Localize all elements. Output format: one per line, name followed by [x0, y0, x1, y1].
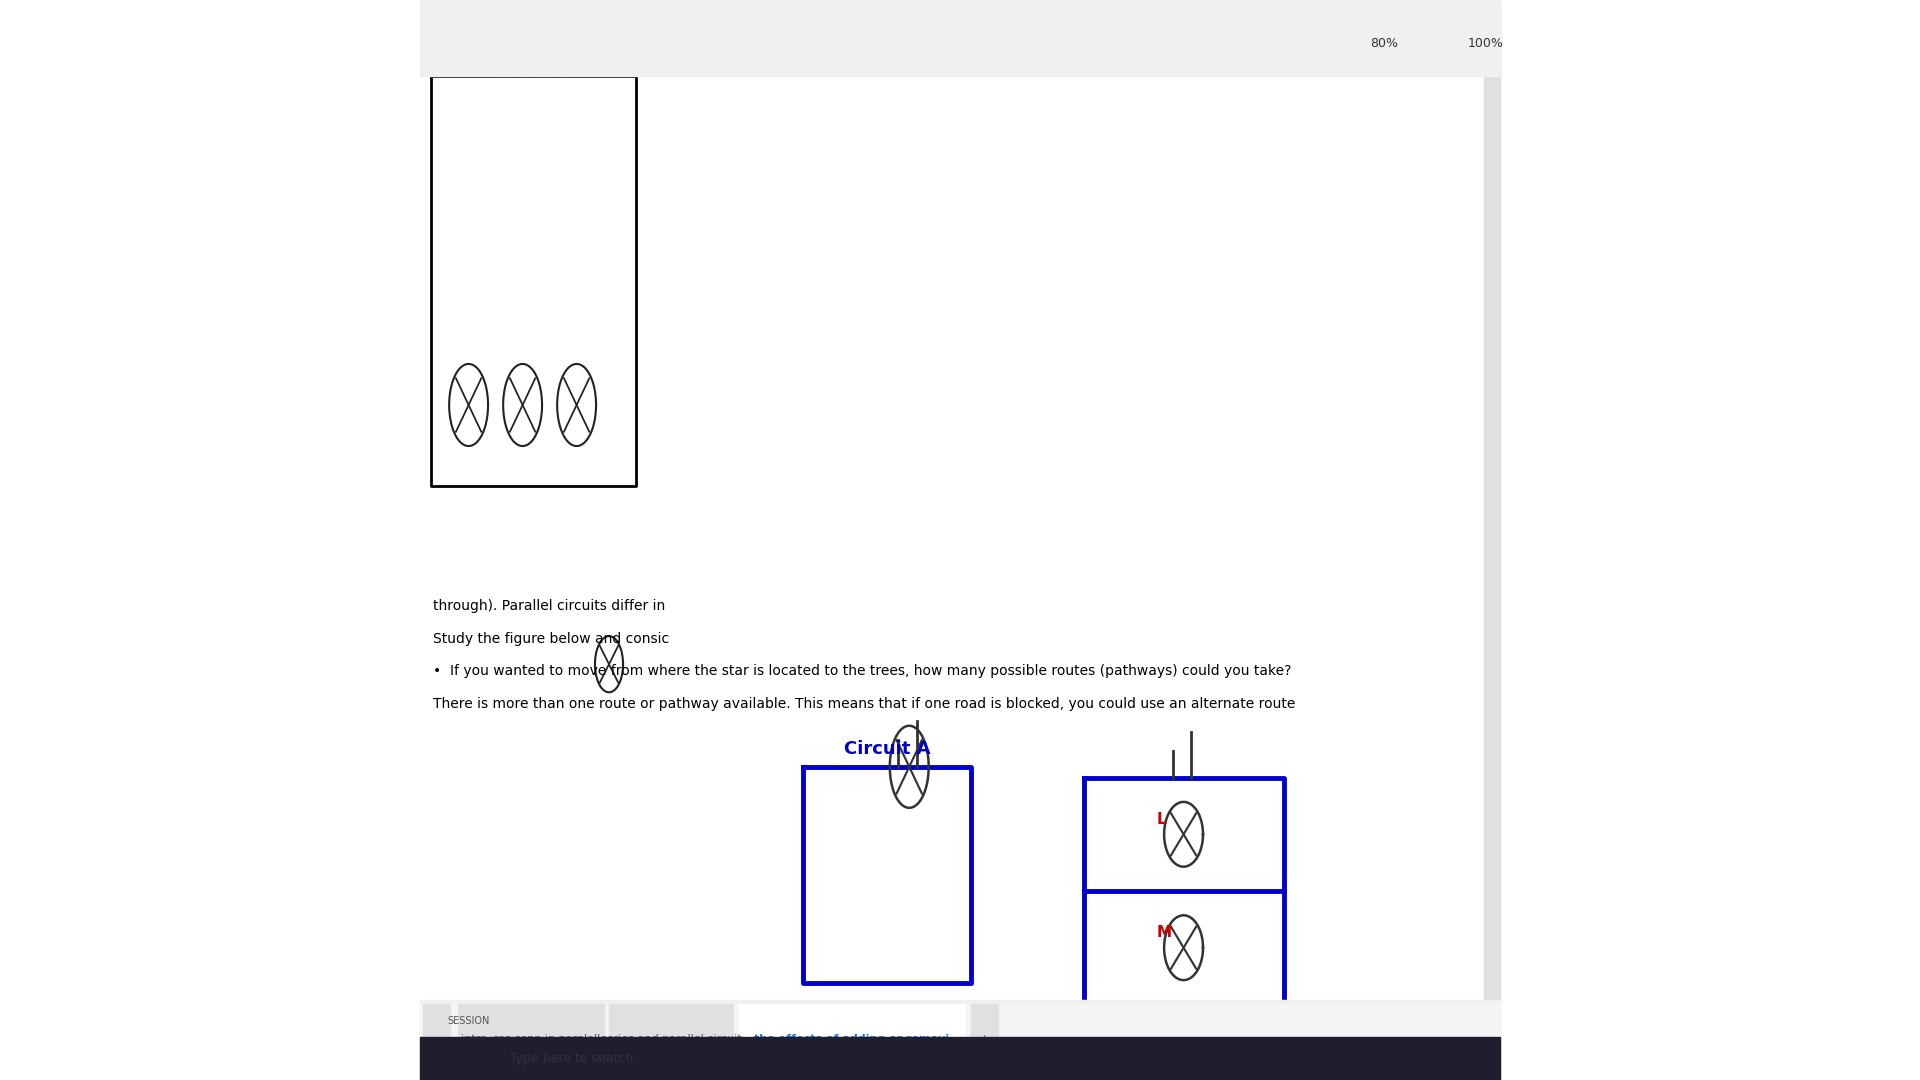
Bar: [420, 0, 1500, 76]
Text: Type here to search: Type here to search: [509, 1052, 634, 1065]
Text: ...: ...: [432, 1034, 442, 1044]
Text: 80%: 80%: [1371, 37, 1398, 50]
Bar: [420, 1004, 1500, 1037]
Bar: [1484, 0, 1500, 999]
Text: SESSION: SESSION: [447, 1015, 490, 1026]
Bar: [609, 1004, 733, 1075]
Text: •  If you wanted to move from where the star is located to the trees, how many p: • If you wanted to move from where the s…: [432, 664, 1292, 678]
Text: L: L: [1156, 811, 1165, 826]
Bar: [420, 1037, 1500, 1080]
Bar: [422, 1004, 449, 1075]
Text: series and parallel circuit: series and parallel circuit: [601, 1034, 741, 1044]
Bar: [420, 1000, 1500, 1080]
Bar: [972, 1004, 998, 1075]
Text: the effects of adding or removi: the effects of adding or removi: [755, 1034, 950, 1044]
Bar: [457, 1004, 603, 1075]
Text: M: M: [1156, 924, 1171, 940]
Text: through). Parallel circuits differ in: through). Parallel circuits differ in: [432, 599, 664, 613]
Bar: [739, 1004, 966, 1075]
Text: Circuit B: Circuit B: [1106, 1021, 1192, 1039]
Text: Study the figure below and consic: Study the figure below and consic: [432, 632, 668, 646]
Text: intro, res conn in paralell: intro, res conn in paralell: [461, 1034, 601, 1044]
Text: 100%: 100%: [1467, 37, 1503, 50]
Text: +: +: [979, 1034, 989, 1044]
Text: Circuit A: Circuit A: [845, 740, 931, 758]
Text: There is more than one route or pathway available. This means that if one road i: There is more than one route or pathway …: [432, 697, 1296, 711]
Bar: [1484, 0, 1500, 1080]
